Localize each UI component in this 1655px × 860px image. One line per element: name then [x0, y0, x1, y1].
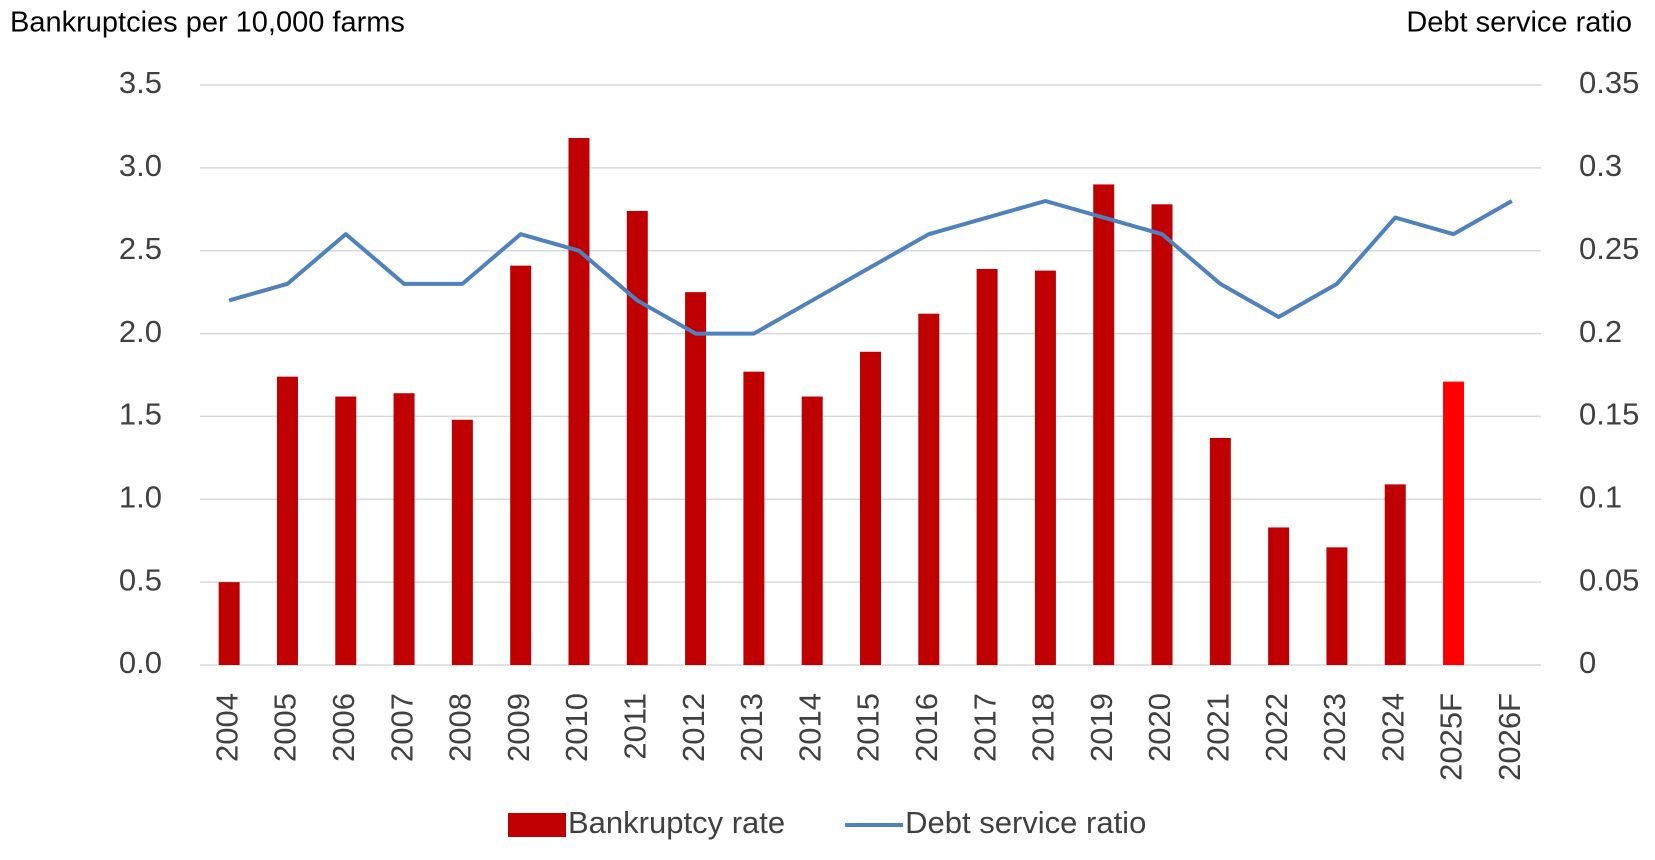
x-tick-label: 2016: [909, 693, 944, 762]
bar: [1093, 184, 1115, 665]
bar: [393, 393, 415, 665]
bar: [1326, 547, 1348, 665]
bar: [743, 371, 765, 665]
x-tick-label: 2018: [1026, 693, 1061, 762]
bar: [801, 396, 823, 665]
y2-axis-title: Debt service ratio: [1406, 7, 1632, 39]
bar: [335, 396, 357, 665]
y2-tick-label: 0.1: [1579, 479, 1622, 514]
line: [228, 199, 1513, 336]
bar: [1443, 381, 1465, 665]
x-tick-label: 2013: [734, 693, 769, 762]
x-tick-label: 2012: [676, 693, 711, 762]
bar: [860, 351, 881, 665]
y-tick-label: 3.5: [119, 65, 162, 100]
bar: [276, 376, 298, 665]
y2-tick-label: 0.05: [1579, 562, 1639, 597]
x-tick-label: 2025F: [1434, 693, 1469, 781]
bar: [1034, 270, 1056, 665]
y2-tick-label: 0.25: [1579, 231, 1639, 266]
x-tick-label: 2004: [209, 693, 244, 762]
bar: [626, 210, 648, 665]
x-tick-label: 2023: [1317, 693, 1352, 762]
y-tick-label: 1.0: [119, 479, 162, 514]
y2-tick-label: 0.35: [1579, 65, 1639, 100]
x-tick-label: 2011: [617, 693, 652, 760]
x-tick-label: 2019: [1084, 693, 1119, 762]
x-tick-label: 2009: [501, 693, 536, 762]
bar: [976, 268, 998, 665]
y-tick-label: 1.5: [119, 397, 162, 432]
bar: [1209, 437, 1231, 665]
bar: [1268, 527, 1290, 665]
x-tick-label: 2022: [1259, 693, 1294, 762]
x-tick-label: 2006: [326, 693, 361, 762]
x-tick-label: 2017: [967, 693, 1002, 762]
y-tick-label: 0.0: [119, 645, 162, 680]
x-tick-label: 2005: [268, 693, 303, 762]
x-tick-label: 2010: [559, 693, 594, 762]
bar: [218, 582, 240, 665]
bar: [1384, 484, 1406, 665]
legend-label: Bankruptcy rate: [568, 805, 785, 840]
y-tick-label: 2.5: [119, 231, 162, 266]
x-tick-label: 2021: [1201, 693, 1236, 762]
y2-tick-label: 0.3: [1579, 148, 1622, 183]
legend-swatch: [508, 813, 566, 837]
legend-label: Debt service ratio: [905, 805, 1146, 840]
x-tick-label: 2008: [443, 693, 478, 762]
y2-tick-label: 0.15: [1579, 397, 1639, 432]
bar: [568, 138, 590, 665]
y2-tick-label: 0: [1579, 645, 1596, 680]
bar: [1151, 204, 1173, 666]
y2-tick-label: 0.2: [1579, 314, 1622, 349]
y-axis-title: Bankruptcies per 10,000 farms: [10, 7, 405, 39]
x-tick-label: 2015: [851, 693, 886, 762]
bar: [451, 419, 473, 665]
x-tick-label: 2020: [1142, 693, 1177, 762]
y-tick-label: 2.0: [119, 314, 162, 349]
bar: [510, 265, 532, 665]
bar: [685, 292, 707, 665]
y-tick-label: 3.0: [119, 148, 162, 183]
x-tick-label: 2014: [792, 693, 827, 762]
y-tick-label: 0.5: [119, 562, 162, 597]
x-tick-label: 2007: [384, 693, 419, 762]
x-tick-label: 2024: [1375, 693, 1410, 762]
bar: [918, 313, 940, 665]
x-tick-label: 2026F: [1492, 693, 1527, 781]
